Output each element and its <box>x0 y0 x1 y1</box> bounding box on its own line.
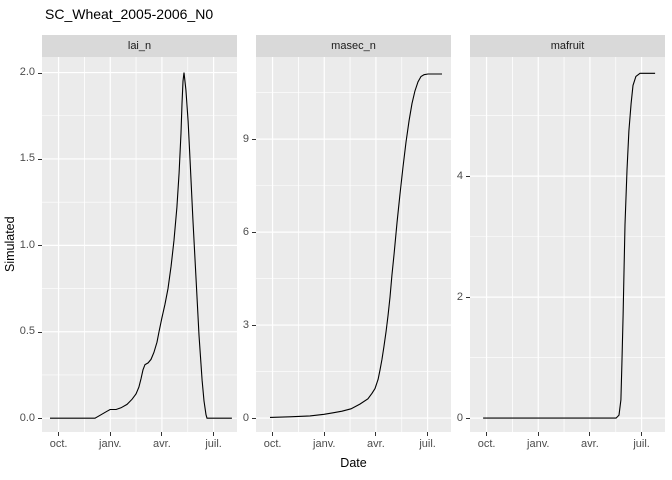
facet-strip: mafruit <box>470 35 665 57</box>
facet-panel <box>42 57 237 432</box>
x-tick-mark <box>58 432 60 436</box>
x-tick-label: oct. <box>263 438 282 450</box>
y-tick-label: 2.0 <box>19 66 35 79</box>
x-tick-mark <box>272 432 274 436</box>
x-tick-label: oct. <box>49 438 68 450</box>
plot-title: SC_Wheat_2005-2006_N0 <box>45 6 214 22</box>
x-tick-mark <box>486 432 488 436</box>
y-tick-mark <box>466 418 470 420</box>
x-tick-mark <box>589 432 591 436</box>
y-tick-mark <box>38 158 42 160</box>
x-tick-label: janv. <box>527 438 550 450</box>
facet-masec_n: masec_n 0 3 6 9 oct. janv. avr. juil. <box>243 35 451 465</box>
facet-strip: masec_n <box>256 35 451 57</box>
facet-mafruit: mafruit 0 2 4 oct. janv. avr. juil. <box>457 35 665 465</box>
y-tick-mark <box>38 72 42 74</box>
y-tick-mark <box>252 325 256 327</box>
x-tick-mark <box>427 432 429 436</box>
series-line-lai_n <box>50 72 232 419</box>
x-tick-mark <box>323 432 325 436</box>
x-tick-mark <box>213 432 215 436</box>
y-tick-label: 1.5 <box>19 152 35 165</box>
x-tick-label: oct. <box>477 438 496 450</box>
line-plot <box>256 57 451 432</box>
series-line-masec_n <box>269 73 442 418</box>
y-tick-label: 0.0 <box>19 411 35 424</box>
line-plot <box>42 57 237 432</box>
y-tick-label: 0 <box>242 411 249 424</box>
y-tick-mark <box>38 245 42 247</box>
facet-lai_n: lai_n 0.0 0.5 1.0 1.5 2.0 oct. janv. avr. juil. <box>20 35 237 465</box>
x-tick-mark <box>161 432 163 436</box>
x-tick-mark <box>109 432 111 436</box>
y-tick-mark <box>38 331 42 333</box>
y-tick-label: 1.0 <box>19 238 35 251</box>
y-tick-label: 6 <box>242 225 249 238</box>
x-tick-label: avr. <box>581 438 599 450</box>
y-tick-mark <box>466 176 470 178</box>
y-tick-mark <box>252 232 256 234</box>
x-tick-label: juil. <box>419 438 436 450</box>
y-tick-label: 0 <box>456 411 463 424</box>
x-tick-label: janv. <box>313 438 336 450</box>
x-tick-mark <box>375 432 377 436</box>
facet-strip: lai_n <box>42 35 237 57</box>
y-tick-mark <box>38 418 42 420</box>
y-tick-label: 2 <box>456 290 463 303</box>
facet-panel <box>256 57 451 432</box>
facet-strip-label: mafruit <box>550 40 585 52</box>
x-tick-label: avr. <box>153 438 171 450</box>
facet-strip-label: lai_n <box>127 40 152 52</box>
y-tick-mark <box>252 418 256 420</box>
series-line-mafruit <box>483 72 656 419</box>
y-tick-mark <box>466 297 470 299</box>
y-tick-label: 0.5 <box>19 325 35 338</box>
x-tick-mark <box>641 432 643 436</box>
x-tick-label: janv. <box>99 438 122 450</box>
y-tick-label: 9 <box>242 132 249 145</box>
x-tick-label: juil. <box>633 438 650 450</box>
y-tick-label: 3 <box>242 318 249 331</box>
x-axis-title: Date <box>340 456 367 470</box>
x-tick-label: avr. <box>367 438 385 450</box>
facet-strip-label: masec_n <box>331 40 376 52</box>
line-plot <box>470 57 665 432</box>
facet-panel <box>470 57 665 432</box>
y-tick-mark <box>252 139 256 141</box>
x-tick-mark <box>537 432 539 436</box>
x-tick-label: juil. <box>205 438 222 450</box>
y-tick-label: 4 <box>456 169 463 182</box>
